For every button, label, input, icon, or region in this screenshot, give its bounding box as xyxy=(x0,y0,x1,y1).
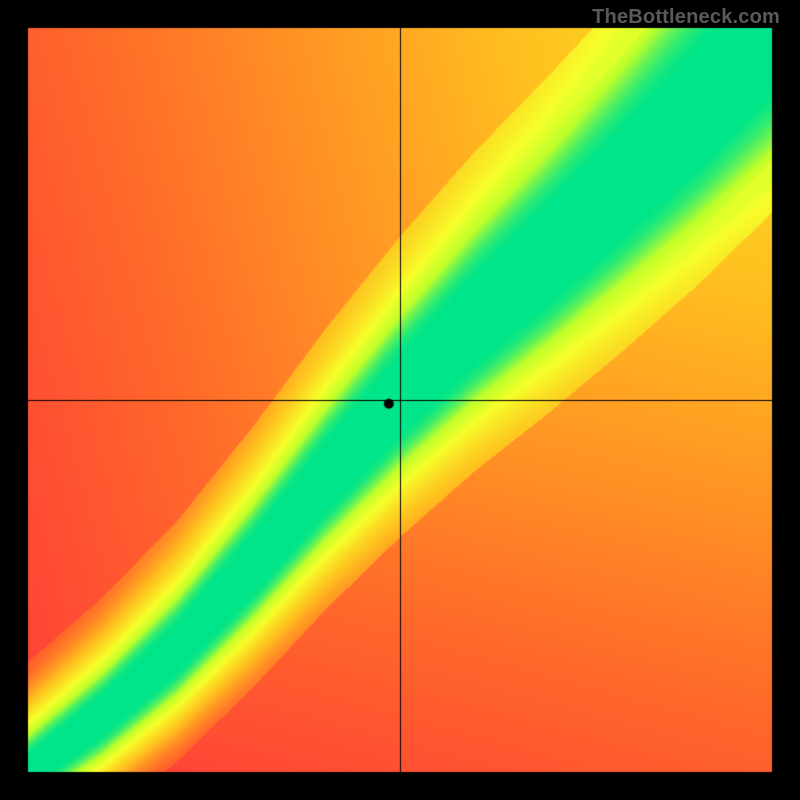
bottleneck-heatmap xyxy=(0,0,800,800)
chart-container: TheBottleneck.com xyxy=(0,0,800,800)
watermark-text: TheBottleneck.com xyxy=(592,6,780,29)
